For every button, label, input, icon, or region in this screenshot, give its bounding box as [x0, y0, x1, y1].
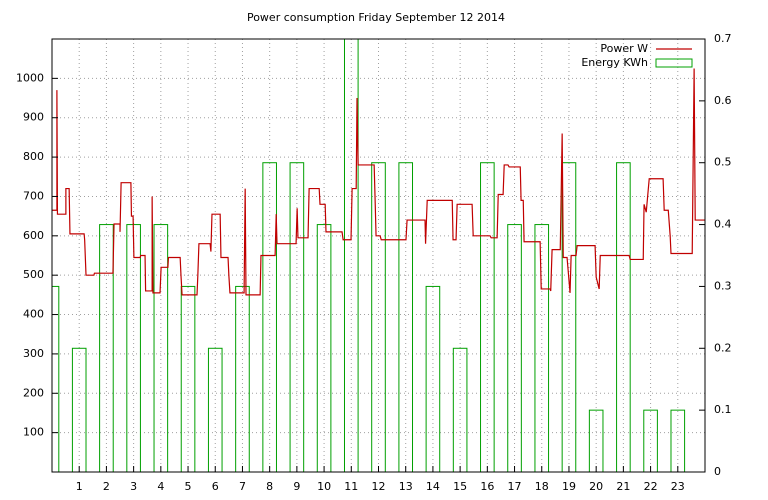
energy-bar	[316, 224, 332, 472]
x-tick-label: 5	[185, 480, 192, 493]
x-tick-label: 16	[480, 480, 494, 493]
y2-tick-label: 0.4	[714, 218, 732, 231]
x-tick-label: 15	[453, 480, 467, 493]
y2-tick-label: 0	[714, 465, 721, 478]
energy-bar	[452, 347, 468, 472]
energy-bar	[99, 224, 114, 472]
y-tick-label: 200	[23, 386, 44, 399]
x-tick-label: 8	[266, 480, 273, 493]
x-tick-label: 19	[562, 480, 576, 493]
y-tick-label: 600	[23, 229, 44, 242]
x-tick-label: 9	[293, 480, 300, 493]
plot-area	[52, 39, 705, 472]
energy-bar	[480, 162, 495, 472]
x-tick-label: 21	[616, 480, 630, 493]
axes: 1 2 3 4 5 6 7 8 9 10 11 12 13 14 15 16 17 18 19 20 21 22 23100…	[16, 32, 732, 493]
y-tick-label: 700	[23, 189, 44, 202]
energy-bar	[534, 224, 550, 472]
y-tick-label: 500	[23, 268, 44, 281]
x-tick-label: 14	[426, 480, 440, 493]
y2-tick-label: 0.3	[714, 279, 732, 292]
x-tick-label: 13	[399, 480, 413, 493]
y-tick-label: 900	[23, 111, 44, 124]
energy-bar	[398, 162, 414, 472]
x-tick-label: 11	[344, 480, 358, 493]
x-tick-label: 12	[372, 480, 386, 493]
x-tick-label: 23	[671, 480, 685, 493]
x-tick-label: 20	[589, 480, 603, 493]
y2-tick-label: 0.2	[714, 341, 732, 354]
y2-tick-label: 0.7	[714, 32, 732, 45]
y-tick-label: 800	[23, 150, 44, 163]
energy-bar	[153, 224, 169, 472]
energy-bar	[507, 224, 522, 472]
y2-tick-label: 0.1	[714, 403, 732, 416]
energy-bar	[71, 347, 87, 472]
x-tick-label: 3	[130, 480, 137, 493]
power-line	[52, 68, 705, 296]
y-tick-label: 100	[23, 426, 44, 439]
y2-tick-label: 0.5	[714, 156, 732, 169]
x-tick-label: 10	[317, 480, 331, 493]
energy-bar	[126, 224, 141, 472]
legend-swatch	[655, 58, 693, 68]
x-tick-label: 4	[157, 480, 164, 493]
y-tick-label: 300	[23, 347, 44, 360]
x-tick-label: 2	[103, 480, 110, 493]
y-tick-label: 400	[23, 308, 44, 321]
x-tick-label: 18	[535, 480, 549, 493]
energy-bar	[207, 347, 223, 472]
x-tick-label: 7	[239, 480, 246, 493]
energy-bar	[262, 162, 277, 472]
energy-bar	[561, 162, 577, 472]
y-tick-label: 1000	[16, 71, 44, 84]
x-tick-label: 22	[644, 480, 658, 493]
y2-tick-label: 0.6	[714, 94, 732, 107]
legend-label: Energy KWh	[581, 56, 648, 69]
legend-label: Power W	[600, 42, 648, 55]
energy-bar	[371, 162, 386, 472]
x-tick-label: 6	[212, 480, 219, 493]
energy-bar	[616, 162, 631, 472]
x-tick-label: 17	[508, 480, 522, 493]
energy-bar	[343, 39, 359, 472]
x-tick-label: 1	[76, 480, 83, 493]
chart-title: Power consumption Friday September 12 20…	[247, 11, 505, 24]
